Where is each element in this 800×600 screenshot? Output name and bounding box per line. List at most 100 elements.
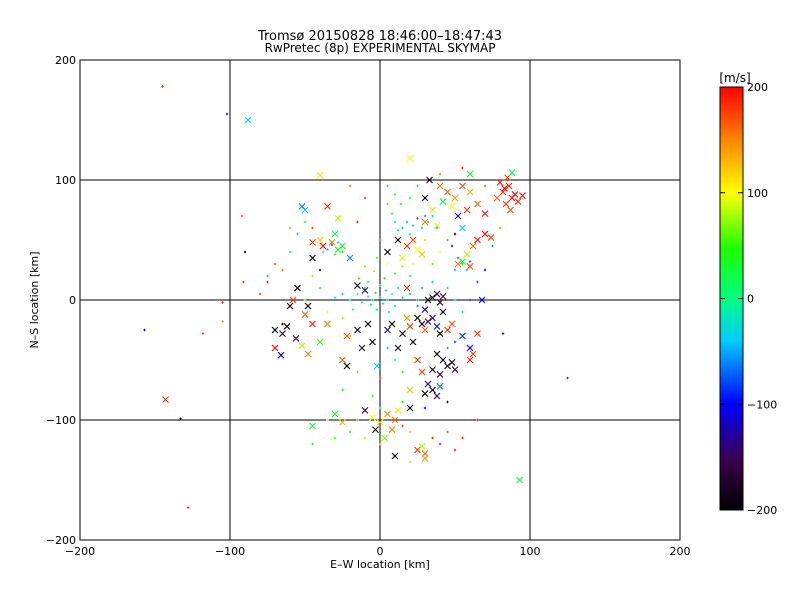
x-marker	[414, 446, 421, 454]
x-marker	[451, 366, 459, 373]
plus-marker	[348, 184, 352, 188]
x-marker	[381, 434, 388, 442]
plus-marker	[399, 202, 403, 206]
plus-marker	[461, 262, 464, 266]
plus-marker	[179, 417, 182, 420]
x-marker	[463, 251, 471, 258]
x-marker	[403, 284, 411, 292]
plus-marker	[566, 376, 569, 380]
plus-marker	[311, 442, 314, 446]
x-marker	[469, 350, 477, 358]
x-marker	[271, 344, 279, 352]
plus-marker	[333, 436, 337, 440]
x-marker	[507, 206, 514, 214]
colorbar-tick-label: 200	[747, 81, 768, 94]
plus-marker	[426, 220, 430, 224]
plus-marker	[341, 316, 344, 320]
plus-marker	[363, 196, 367, 200]
x-marker	[499, 188, 507, 196]
x-marker	[391, 452, 399, 460]
plus-marker	[378, 376, 382, 380]
x-marker	[502, 200, 510, 208]
x-axis-ticks: −200 −100 0 100 200	[65, 60, 691, 558]
plus-marker	[357, 277, 361, 280]
x-marker	[429, 366, 436, 373]
plus-marker	[501, 332, 505, 335]
x-marker	[409, 236, 417, 244]
plus-marker	[186, 506, 190, 509]
plus-marker	[468, 298, 472, 302]
x-marker	[358, 344, 366, 352]
x-marker	[354, 326, 361, 334]
plus-marker	[288, 250, 292, 254]
plus-marker	[221, 301, 224, 304]
x-marker	[301, 311, 309, 318]
plus-marker	[453, 340, 457, 344]
x-marker	[304, 302, 312, 310]
plus-marker	[288, 226, 292, 230]
chart-subtitle: RwPretec (8p) EXPERIMENTAL SKYMAP	[265, 41, 496, 55]
plus-marker	[311, 226, 314, 230]
plus-marker	[408, 232, 412, 236]
plus-marker	[371, 394, 374, 398]
plus-marker	[321, 250, 325, 254]
plus-marker	[423, 406, 427, 410]
x-marker	[436, 182, 444, 190]
plus-marker	[348, 430, 352, 434]
x-marker	[511, 191, 519, 198]
x-marker	[436, 383, 444, 390]
x-marker	[514, 198, 522, 205]
x-marker	[369, 414, 376, 421]
x-marker	[298, 342, 306, 349]
plus-marker	[468, 260, 472, 263]
plus-marker	[411, 224, 415, 227]
x-marker	[433, 222, 441, 229]
x-marker	[409, 338, 417, 346]
colorbar-tick-label: 0	[747, 293, 754, 306]
plus-marker	[401, 296, 404, 299]
x-marker	[324, 203, 331, 210]
plus-marker	[371, 298, 374, 302]
x-marker	[414, 314, 421, 322]
x-marker	[487, 234, 495, 241]
x-marker	[433, 392, 441, 400]
plus-marker	[453, 232, 457, 236]
plus-marker	[461, 310, 464, 314]
x-marker	[343, 332, 351, 340]
plus-marker	[143, 328, 146, 332]
x-marker	[474, 236, 481, 244]
x-marker	[331, 410, 339, 418]
x-marker	[309, 422, 316, 430]
plus-marker	[438, 442, 442, 446]
x-marker	[496, 179, 504, 186]
plus-marker	[360, 301, 364, 304]
x-marker	[436, 330, 444, 337]
x-marker	[421, 455, 429, 462]
x-marker	[373, 362, 381, 370]
x-marker	[388, 320, 396, 328]
plus-marker	[243, 250, 247, 254]
x-marker	[298, 203, 306, 210]
x-marker	[294, 284, 301, 292]
plus-marker	[341, 250, 344, 254]
plus-marker	[456, 256, 460, 260]
x-marker	[429, 294, 436, 301]
plus-marker	[221, 320, 224, 323]
x-marker	[436, 299, 444, 306]
plus-marker	[393, 193, 397, 196]
x-marker	[478, 296, 486, 304]
plus-marker	[363, 265, 367, 268]
plus-marker	[242, 280, 245, 284]
plus-marker	[378, 238, 382, 242]
plus-marker	[311, 274, 314, 278]
x-marker	[309, 254, 316, 262]
plus-marker	[356, 292, 359, 296]
plus-marker	[446, 430, 449, 434]
x-marker	[286, 302, 294, 310]
plus-marker	[476, 418, 479, 422]
x-marker	[418, 443, 426, 450]
plus-marker	[408, 460, 412, 464]
plus-marker	[383, 277, 386, 280]
plus-marker	[384, 289, 388, 292]
x-marker	[339, 242, 346, 250]
